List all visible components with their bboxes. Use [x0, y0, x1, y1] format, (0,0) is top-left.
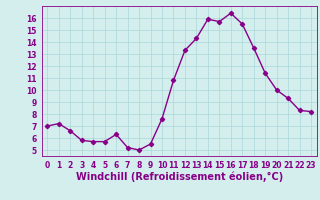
- X-axis label: Windchill (Refroidissement éolien,°C): Windchill (Refroidissement éolien,°C): [76, 171, 283, 182]
